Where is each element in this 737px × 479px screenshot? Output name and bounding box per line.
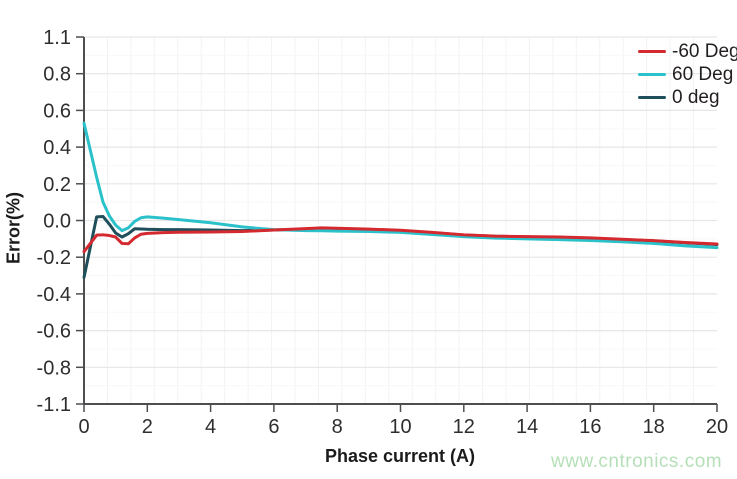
svg-text:0: 0 bbox=[78, 416, 89, 438]
svg-text:-1.1: -1.1 bbox=[37, 394, 71, 416]
svg-text:8: 8 bbox=[332, 416, 343, 438]
series-line--60-deg bbox=[82, 226, 719, 254]
svg-text:-0.2: -0.2 bbox=[37, 247, 71, 269]
svg-text:20: 20 bbox=[706, 416, 728, 438]
legend-label-minus-60-deg: -60 Deg bbox=[672, 40, 737, 62]
svg-text:12: 12 bbox=[453, 416, 475, 438]
svg-text:-0.6: -0.6 bbox=[37, 321, 71, 343]
legend-item-minus-60-deg: -60 Deg bbox=[638, 40, 737, 63]
legend-swatch-0-deg bbox=[638, 96, 666, 99]
svg-text:-0.4: -0.4 bbox=[37, 284, 71, 306]
y-tick-labels: 1.1 0.8 0.6 0.4 0.2 0.0 -0.2 -0.4 -0.6 -0.8 -1.1 bbox=[37, 27, 71, 416]
svg-text:6: 6 bbox=[268, 416, 279, 438]
svg-text:0.0: 0.0 bbox=[43, 211, 71, 233]
tick-marks bbox=[76, 36, 718, 412]
y-axis-title: Error(%) bbox=[3, 191, 24, 265]
legend-swatch-minus-60-deg bbox=[638, 50, 666, 53]
svg-text:0.4: 0.4 bbox=[43, 137, 71, 159]
x-axis-title: Phase current (A) bbox=[324, 446, 476, 466]
svg-text:0.2: 0.2 bbox=[43, 174, 71, 196]
svg-text:0.8: 0.8 bbox=[43, 64, 71, 86]
legend-item-0-deg: 0 deg bbox=[638, 86, 737, 109]
x-tick-labels: 0 2 4 6 8 10 12 14 16 18 20 bbox=[78, 416, 728, 438]
legend-item-60-deg: 60 Deg bbox=[638, 63, 737, 86]
legend-label-60-deg: 60 Deg bbox=[672, 63, 734, 85]
svg-text:1.1: 1.1 bbox=[43, 27, 71, 49]
legend-swatch-60-deg bbox=[638, 73, 666, 76]
series-line-0-deg bbox=[82, 214, 719, 279]
series-lines bbox=[82, 121, 719, 279]
svg-text:4: 4 bbox=[205, 416, 216, 438]
svg-text:-0.8: -0.8 bbox=[37, 357, 71, 379]
svg-text:14: 14 bbox=[516, 416, 538, 438]
legend: -60 Deg 60 Deg 0 deg bbox=[638, 40, 737, 109]
svg-text:2: 2 bbox=[142, 416, 153, 438]
svg-text:16: 16 bbox=[579, 416, 601, 438]
watermark: www.cntronics.com bbox=[551, 451, 723, 472]
svg-text:18: 18 bbox=[643, 416, 665, 438]
svg-text:10: 10 bbox=[389, 416, 411, 438]
legend-label-0-deg: 0 deg bbox=[672, 86, 720, 108]
svg-text:0.6: 0.6 bbox=[43, 100, 71, 122]
